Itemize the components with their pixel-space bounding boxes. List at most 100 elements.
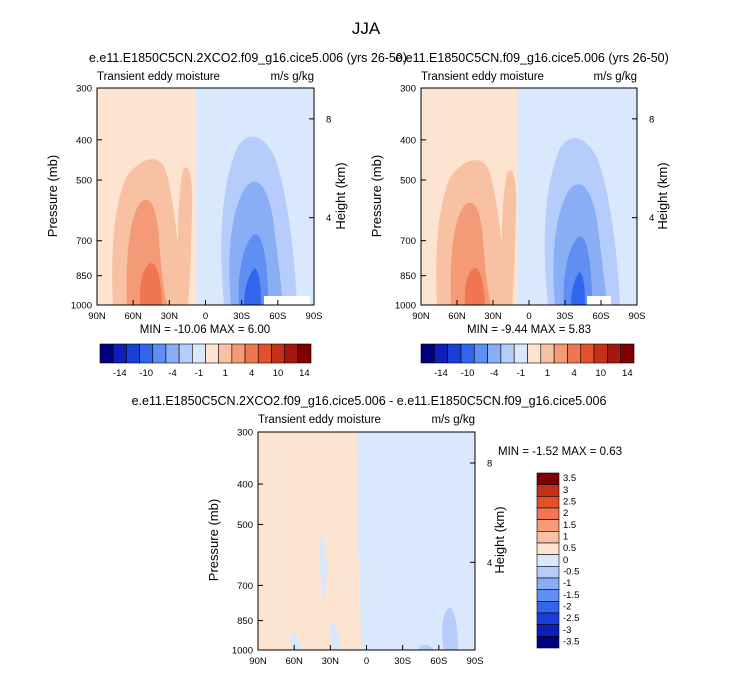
panel-diff-units: m/s g/kg [432, 414, 475, 426]
contour-fill-pos-4 [464, 268, 485, 305]
masked-area [264, 296, 310, 305]
x-tick-label: 90N [88, 311, 106, 322]
height-tick-label: 8 [326, 114, 331, 125]
colorbar-label: -4 [168, 368, 176, 379]
y-tick-label: 850 [400, 271, 416, 282]
y-axis-height: 84 [309, 114, 331, 224]
panel-left-ylabel: Pressure (mb) [45, 155, 60, 237]
colorbar-swatch [513, 343, 528, 364]
y-axis-pressure: 300 400 500 700 850 1000 [395, 84, 426, 312]
colorbar-swatch [536, 484, 560, 497]
colorbar-swatch [112, 343, 127, 364]
x-tick-label: 60N [124, 311, 142, 322]
x-tick-label: 60S [269, 311, 286, 322]
colorbar-swatch [580, 343, 595, 364]
colorbar-label: -1 [195, 368, 203, 379]
contour-fill-neg-1b [418, 644, 434, 650]
colorbar-label: -1.5 [563, 590, 579, 601]
colorbar-swatch [536, 472, 560, 485]
panel-right-stats: MIN = -9.44 MAX = 5.83 [467, 324, 591, 336]
colorbar-swatch [99, 343, 114, 364]
colorbar-swatch [536, 531, 560, 544]
y-tick-label: 400 [400, 135, 416, 146]
y-tick-label: 400 [237, 480, 253, 491]
colorbar-swatch [536, 636, 560, 649]
colorbar-swatch [192, 343, 206, 364]
colorbar-label: 2.5 [563, 497, 576, 508]
contour-fill-neg-0d [290, 632, 302, 650]
x-tick-label: 60S [430, 656, 447, 667]
colorbar-swatch [460, 343, 475, 364]
colorbar-swatch [126, 343, 140, 364]
y-axis-height: 84 [470, 458, 492, 569]
colorbar-label: 0.5 [563, 543, 576, 554]
height-tick-label: 4 [326, 213, 331, 224]
colorbar-label: 3 [563, 485, 568, 496]
colorbar-swatch [536, 554, 560, 567]
colorbar-swatch [473, 343, 488, 364]
colorbar-label: -1 [517, 368, 525, 379]
x-tick-label: 0 [203, 311, 208, 322]
height-tick-label: 8 [649, 114, 654, 125]
colorbar-swatch [178, 343, 193, 364]
colorbar-swatch [536, 601, 560, 614]
colorbar-label: 0 [563, 555, 568, 566]
colorbar-swatch [257, 343, 272, 364]
colorbar-swatch [536, 589, 560, 602]
contour-fill-pos-4 [139, 262, 162, 305]
colorbar-label: -10 [461, 368, 475, 379]
x-tick-label: 90S [306, 311, 323, 322]
panel-diff-height-label: Height (km) [492, 506, 507, 573]
colorbar-label: 14 [299, 368, 310, 379]
contour-fill-pos-2 [501, 170, 517, 305]
colorbar-swatch [536, 612, 560, 625]
height-tick-label: 8 [487, 458, 492, 469]
colorbar-swatch [536, 519, 560, 532]
colorbar-swatch [447, 343, 462, 364]
panel-diff-title: e.e11.E1850C5CN.2XCO2.f09_g16.cice5.006 … [132, 394, 607, 408]
y-tick-label: 850 [237, 616, 253, 627]
y-tick-label: 300 [76, 84, 92, 95]
y-tick-label: 700 [76, 236, 92, 247]
colorbar-label: -14 [434, 368, 448, 379]
colorbar-swatch [567, 343, 582, 364]
colorbar-label: -4 [490, 368, 498, 379]
y-axis-pressure: 300 400 500 700 850 1000 [71, 84, 102, 312]
colorbar-swatch [231, 343, 246, 364]
colorbar-label: 10 [273, 368, 284, 379]
colorbar-label: -0.5 [563, 567, 579, 578]
panel-diff-ylabel: Pressure (mb) [206, 499, 221, 581]
colorbar-swatch [607, 343, 621, 364]
colorbar-swatch [553, 343, 568, 364]
colorbar-swatch [165, 343, 180, 364]
x-tick-label: 90N [412, 311, 430, 322]
colorbar-label: 3.5 [563, 473, 576, 484]
panel-right-title: e.e11.E1850C5CN.f09_g16.cice5.006 (yrs 2… [395, 51, 669, 65]
panel-diff-colorbar: 3.532.521.510.50-0.5-1-1.5-2-2.5-3-3.5 [536, 472, 579, 649]
contour-fill-neg-0b [319, 532, 327, 602]
y-tick-label: 500 [400, 176, 416, 187]
colorbar-label: 1 [545, 368, 550, 379]
masked-area [587, 296, 611, 305]
colorbar-swatch [593, 343, 608, 364]
x-tick-label: 60N [448, 311, 466, 322]
colorbar-swatch [536, 496, 560, 509]
panel-left-units: m/s g/kg [271, 71, 314, 83]
panel-diff-stats: MIN = -1.52 MAX = 0.63 [498, 446, 622, 458]
x-tick-label: 60S [593, 311, 610, 322]
panel-right-ylabel: Pressure (mb) [369, 155, 384, 237]
colorbar-label: 14 [622, 368, 633, 379]
contour-fill-neg-3 [563, 236, 593, 305]
colorbar-swatch [152, 343, 167, 364]
colorbar-label: 4 [249, 368, 254, 379]
colorbar-swatch [271, 343, 285, 364]
colorbar-swatch [284, 343, 299, 364]
contour-fill-neg-0c [329, 622, 340, 650]
colorbar-label: -14 [113, 368, 127, 379]
panel-right: e.e11.E1850C5CN.f09_g16.cice5.006 (yrs 2… [369, 51, 670, 379]
colorbar-swatch [536, 566, 560, 579]
panel-right-height-label: Height (km) [655, 162, 670, 229]
colorbar-label: -1 [563, 578, 571, 589]
y-tick-label: 1000 [71, 301, 92, 312]
y-tick-label: 1000 [232, 646, 253, 657]
